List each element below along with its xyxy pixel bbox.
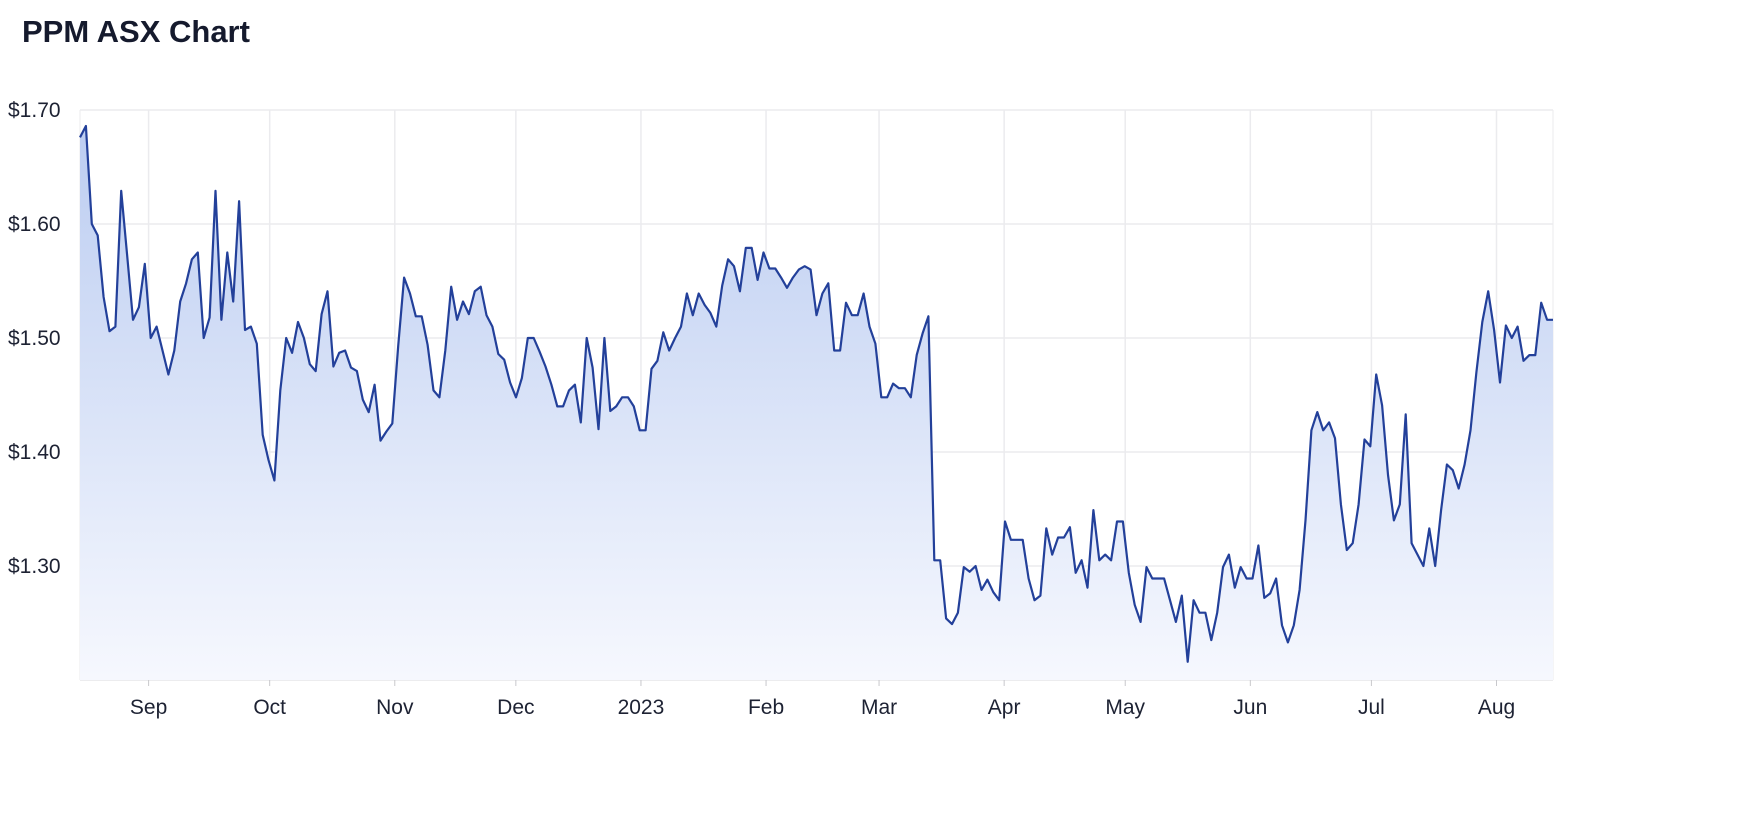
x-tick-label: Aug <box>1478 696 1515 719</box>
x-tick-label: Apr <box>988 696 1021 719</box>
y-tick-label: $1.70 <box>8 99 61 122</box>
x-axis-labels: Sep Oct Nov Dec 2023 Feb Mar Apr May Jun Jul Aug <box>130 696 1515 719</box>
x-tick-label: Dec <box>497 696 534 719</box>
chart-title: PPM ASX Chart <box>22 14 250 49</box>
y-tick-label: $1.50 <box>8 327 61 350</box>
x-tick-label: Mar <box>861 696 897 719</box>
y-axis-labels: $1.30 $1.40 $1.50 $1.60 $1.70 <box>8 99 61 578</box>
price-area-fill <box>80 126 1553 680</box>
x-tick-label: Nov <box>376 696 414 719</box>
x-tick-label: Jul <box>1358 696 1385 719</box>
y-tick-label: $1.60 <box>8 213 61 236</box>
price-line <box>79 124 1553 663</box>
x-tick-label: May <box>1105 696 1145 719</box>
y-tick-label: $1.30 <box>8 555 61 578</box>
x-tick-label: Jun <box>1233 696 1267 719</box>
x-tick-label: Feb <box>748 696 784 719</box>
y-tick-label: $1.40 <box>8 441 61 464</box>
x-tick-label: Sep <box>130 696 167 719</box>
x-tick-label: 2023 <box>618 696 665 719</box>
x-tick-label: Oct <box>253 696 286 719</box>
